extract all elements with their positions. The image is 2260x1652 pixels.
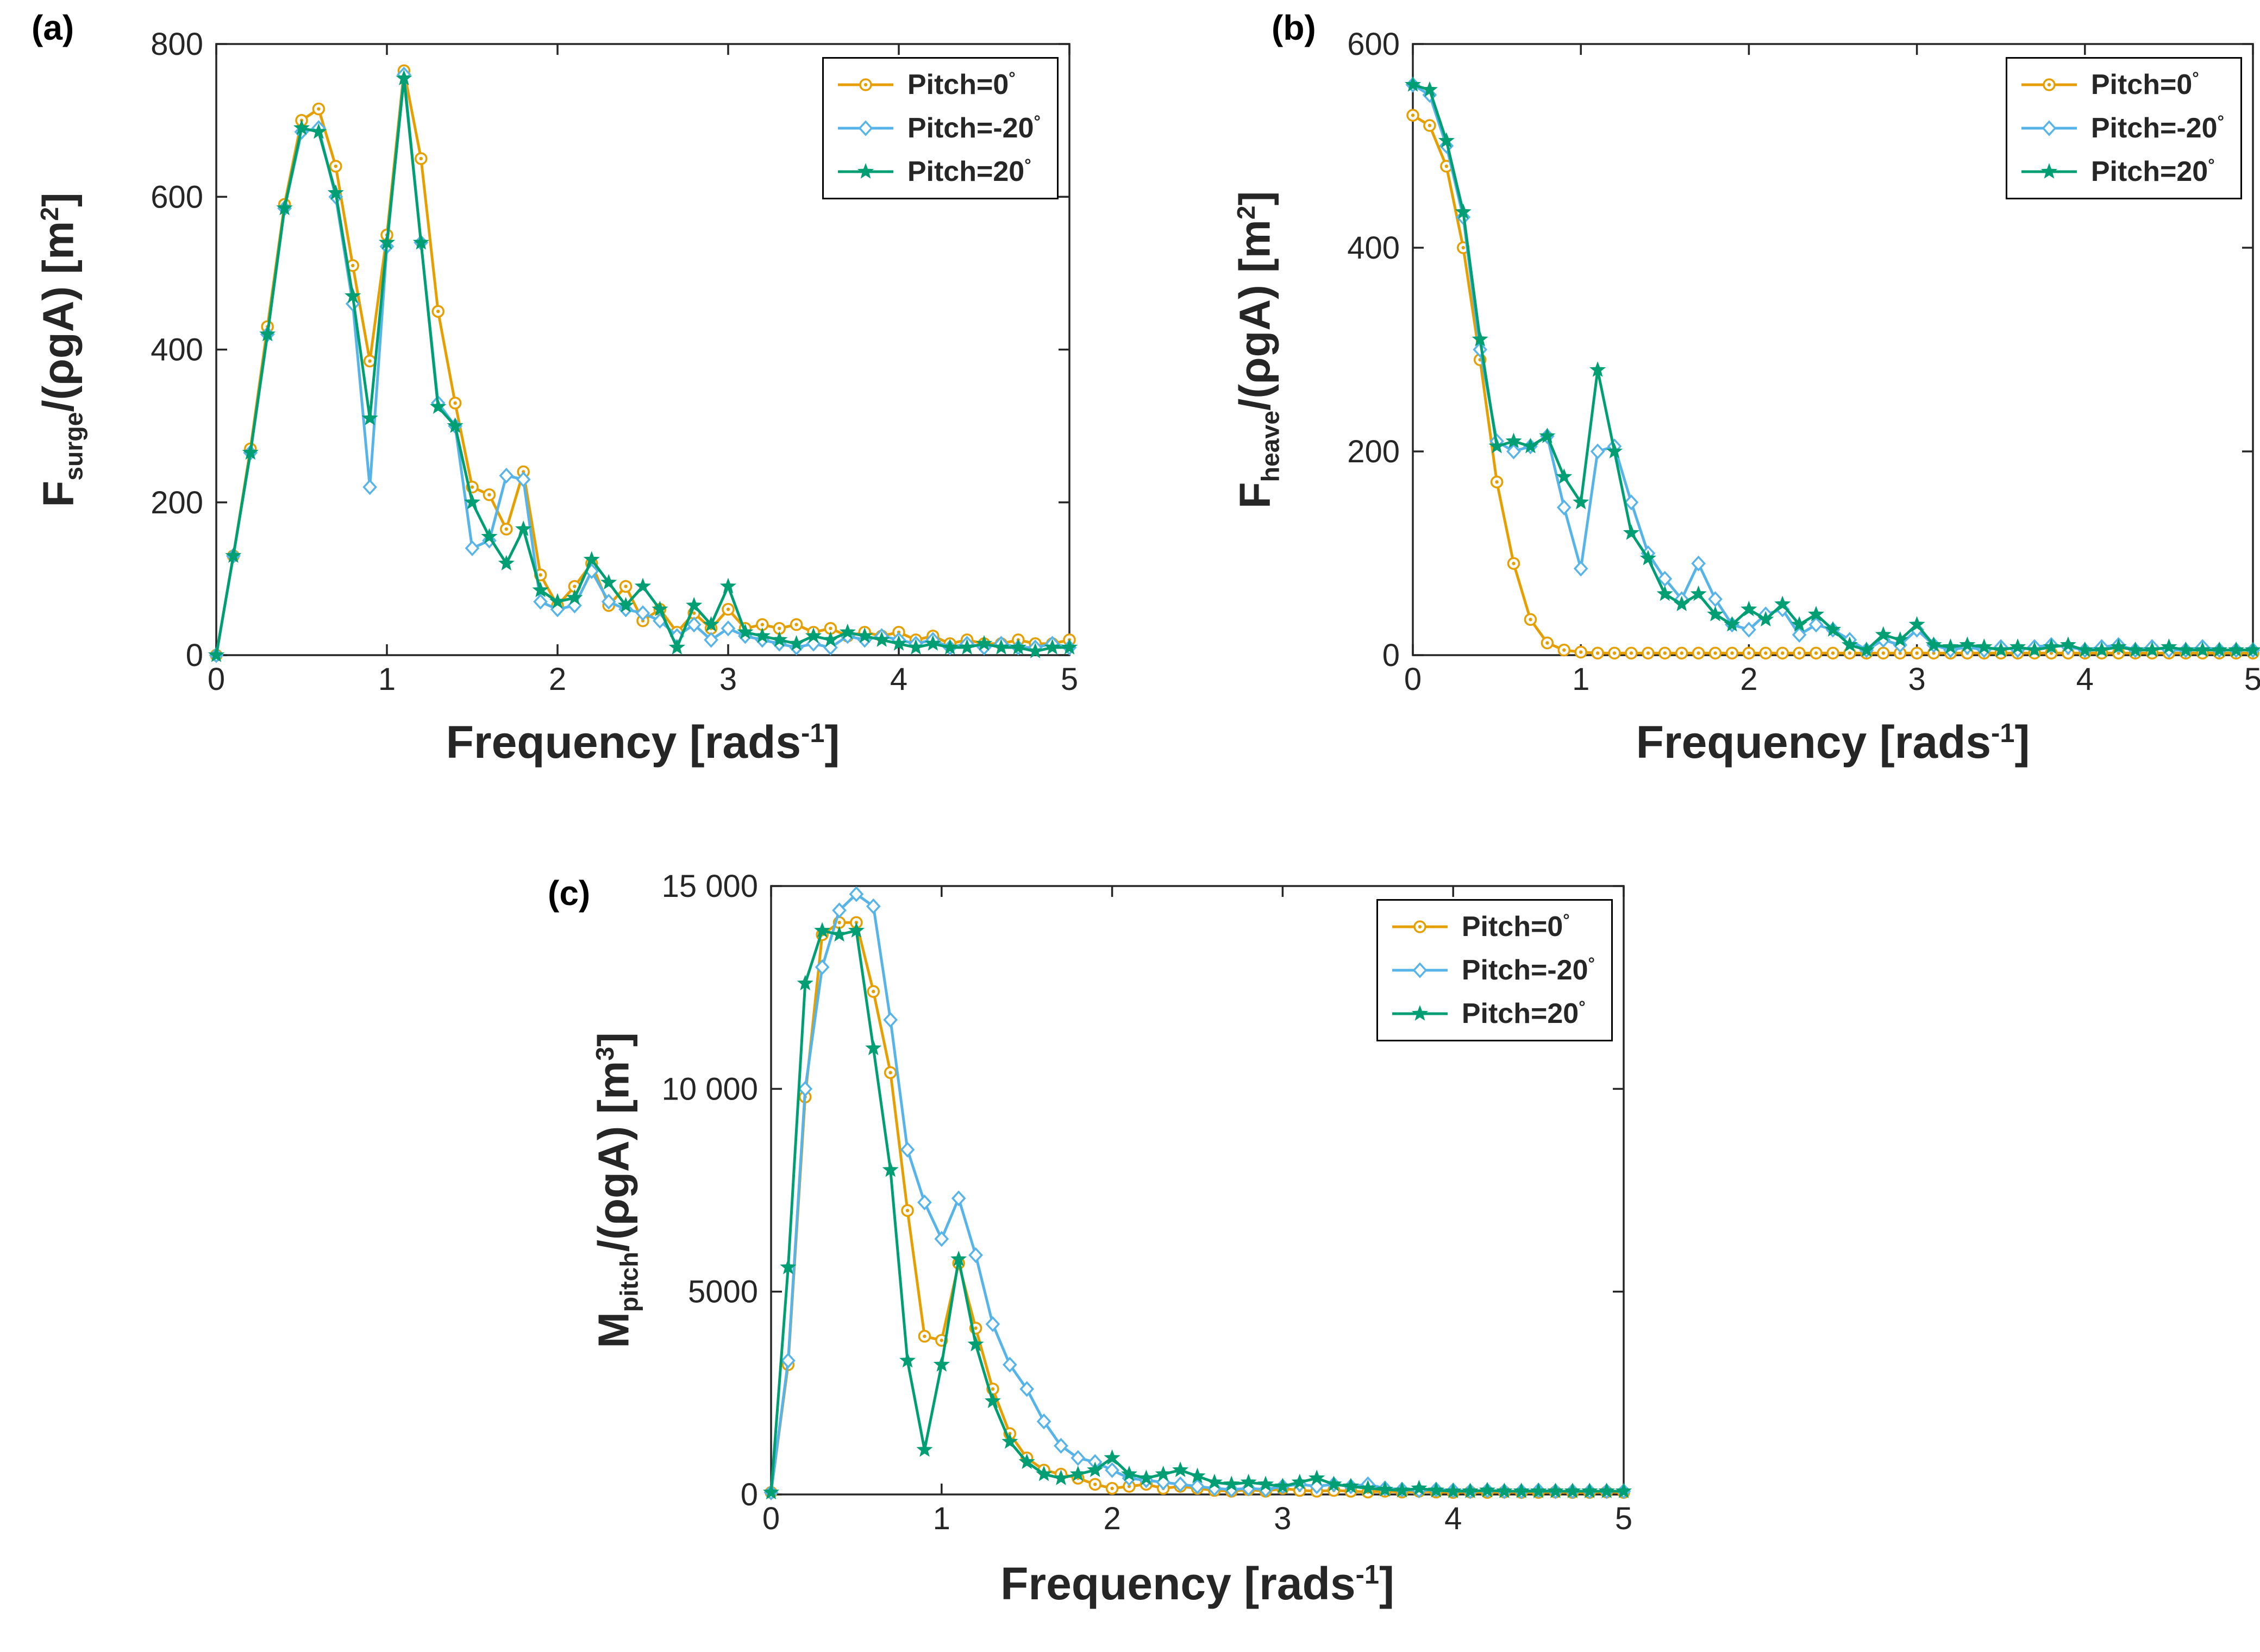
legend-a: Pitch=0° Pitch=-20° Pitch=20° xyxy=(822,57,1059,199)
plot-wrap-b: 0 1 2 3 4 5 0 200 400 600 Pitch=0° Pitch=-20° Pit… xyxy=(1347,27,2260,697)
svg-text:3: 3 xyxy=(719,662,737,697)
chart-panel-b: (b) Fheave/(ρgA) [m2] 0 1 2 3 4 5 0 200 400 600 P… xyxy=(1195,0,2260,831)
panel-label-a: (a) xyxy=(32,8,74,47)
plot-wrap-c: 0 1 2 3 4 5 0 5000 10 000 15 000 Pitch=0° Pitch=-… xyxy=(662,869,1633,1536)
svg-text:800: 800 xyxy=(151,27,203,62)
svg-text:0: 0 xyxy=(208,662,225,697)
svg-text:5: 5 xyxy=(2244,662,2260,697)
x-axis-label-b: Frequency [rads-1] xyxy=(1636,717,2030,768)
legend-b: Pitch=0° Pitch=-20° Pitch=20° xyxy=(2005,57,2242,199)
svg-text:0: 0 xyxy=(1404,662,1422,697)
legend-marker-diamond-icon xyxy=(1392,962,1448,978)
legend-label-pitch-neg20: Pitch=-20° xyxy=(1461,954,1595,986)
svg-text:2: 2 xyxy=(1740,662,1757,697)
y-axis-label-pitch-moment: Mpitch/(ρgA) [m3] xyxy=(589,1032,643,1348)
legend-label-pitch20: Pitch=20° xyxy=(907,155,1031,187)
svg-text:3: 3 xyxy=(1908,662,1925,697)
legend-entry-pitch0: Pitch=0° xyxy=(1390,910,1595,943)
svg-text:4: 4 xyxy=(2076,662,2094,697)
svg-text:1: 1 xyxy=(933,1501,950,1536)
svg-text:0: 0 xyxy=(1382,638,1400,673)
legend-label-pitch0: Pitch=0° xyxy=(2090,68,2199,100)
legend-entry-pitch20: Pitch=20° xyxy=(2019,155,2224,188)
legend-marker-circle-icon xyxy=(2021,78,2077,91)
legend-entry-pitch20: Pitch=20° xyxy=(1390,997,1595,1030)
plot-area-c: 0 1 2 3 4 5 0 5000 10 000 15 000 xyxy=(662,869,1633,1536)
plot-wrap-a: 0 1 2 3 4 5 0 200 400 600 800 Pitch=0° Pitch=-20° … xyxy=(151,27,1078,697)
svg-text:1: 1 xyxy=(378,662,396,697)
legend-marker-circle-icon xyxy=(1392,920,1448,933)
y-axis-label-heave: Fheave/(ρgA) [m2] xyxy=(1230,191,1285,509)
legend-entry-pitch0: Pitch=0° xyxy=(2019,68,2224,101)
legend-c: Pitch=0° Pitch=-20° Pitch=20° xyxy=(1376,899,1613,1041)
legend-entry-pitch-neg20: Pitch=-20° xyxy=(1390,954,1595,987)
svg-text:600: 600 xyxy=(151,179,203,215)
legend-entry-pitch20: Pitch=20° xyxy=(836,155,1041,188)
svg-text:200: 200 xyxy=(1347,434,1400,469)
chart-panel-a: (a) Fsurge/(ρgA) [m2] 0 1 2 3 4 5 0 200 400 600 80… xyxy=(0,0,1130,831)
svg-text:4: 4 xyxy=(890,662,907,697)
legend-label-pitch20: Pitch=20° xyxy=(1461,997,1586,1029)
svg-text:5000: 5000 xyxy=(688,1274,758,1310)
svg-text:600: 600 xyxy=(1347,27,1400,62)
svg-text:15 000: 15 000 xyxy=(662,869,758,904)
svg-text:1: 1 xyxy=(1572,662,1589,697)
svg-text:4: 4 xyxy=(1444,1501,1462,1536)
legend-marker-circle-icon xyxy=(837,78,893,91)
legend-entry-pitch0: Pitch=0° xyxy=(836,68,1041,101)
svg-text:200: 200 xyxy=(151,485,203,520)
legend-marker-star-icon xyxy=(837,163,893,179)
svg-text:0: 0 xyxy=(741,1477,758,1512)
plot-area-b: 0 1 2 3 4 5 0 200 400 600 xyxy=(1347,27,2260,697)
chart-panel-c: (c) Mpitch/(ρgA) [m3] 0 1 2 3 4 5 0 5000 10 000 1… xyxy=(543,839,1685,1649)
legend-entry-pitch-neg20: Pitch=-20° xyxy=(2019,112,2224,145)
legend-label-pitch0: Pitch=0° xyxy=(1461,910,1570,943)
svg-text:400: 400 xyxy=(151,332,203,368)
svg-text:2: 2 xyxy=(1103,1501,1120,1536)
svg-text:400: 400 xyxy=(1347,230,1400,266)
legend-label-pitch20: Pitch=20° xyxy=(2090,155,2215,187)
x-axis-label-a: Frequency [rads-1] xyxy=(446,717,840,768)
y-axis-label-surge: Fsurge/(ρgA) [m2] xyxy=(34,192,88,507)
panel-label-c: (c) xyxy=(548,874,591,913)
svg-text:0: 0 xyxy=(186,638,203,673)
legend-marker-star-icon xyxy=(1392,1005,1448,1021)
svg-text:3: 3 xyxy=(1274,1501,1291,1536)
legend-label-pitch0: Pitch=0° xyxy=(907,68,1016,100)
svg-text:10 000: 10 000 xyxy=(662,1071,758,1107)
plot-area-a: 0 1 2 3 4 5 0 200 400 600 800 xyxy=(151,27,1078,697)
svg-text:5: 5 xyxy=(1615,1501,1632,1536)
svg-text:2: 2 xyxy=(549,662,566,697)
svg-text:0: 0 xyxy=(762,1501,780,1536)
legend-label-pitch-neg20: Pitch=-20° xyxy=(907,112,1041,144)
legend-marker-star-icon xyxy=(2021,163,2077,179)
x-axis-label-c: Frequency [rads-1] xyxy=(1000,1558,1394,1609)
legend-marker-diamond-icon xyxy=(2021,120,2077,136)
legend-entry-pitch-neg20: Pitch=-20° xyxy=(836,112,1041,145)
legend-marker-diamond-icon xyxy=(837,120,893,136)
legend-label-pitch-neg20: Pitch=-20° xyxy=(2090,112,2224,144)
panel-label-b: (b) xyxy=(1272,8,1316,47)
svg-text:5: 5 xyxy=(1061,662,1078,697)
